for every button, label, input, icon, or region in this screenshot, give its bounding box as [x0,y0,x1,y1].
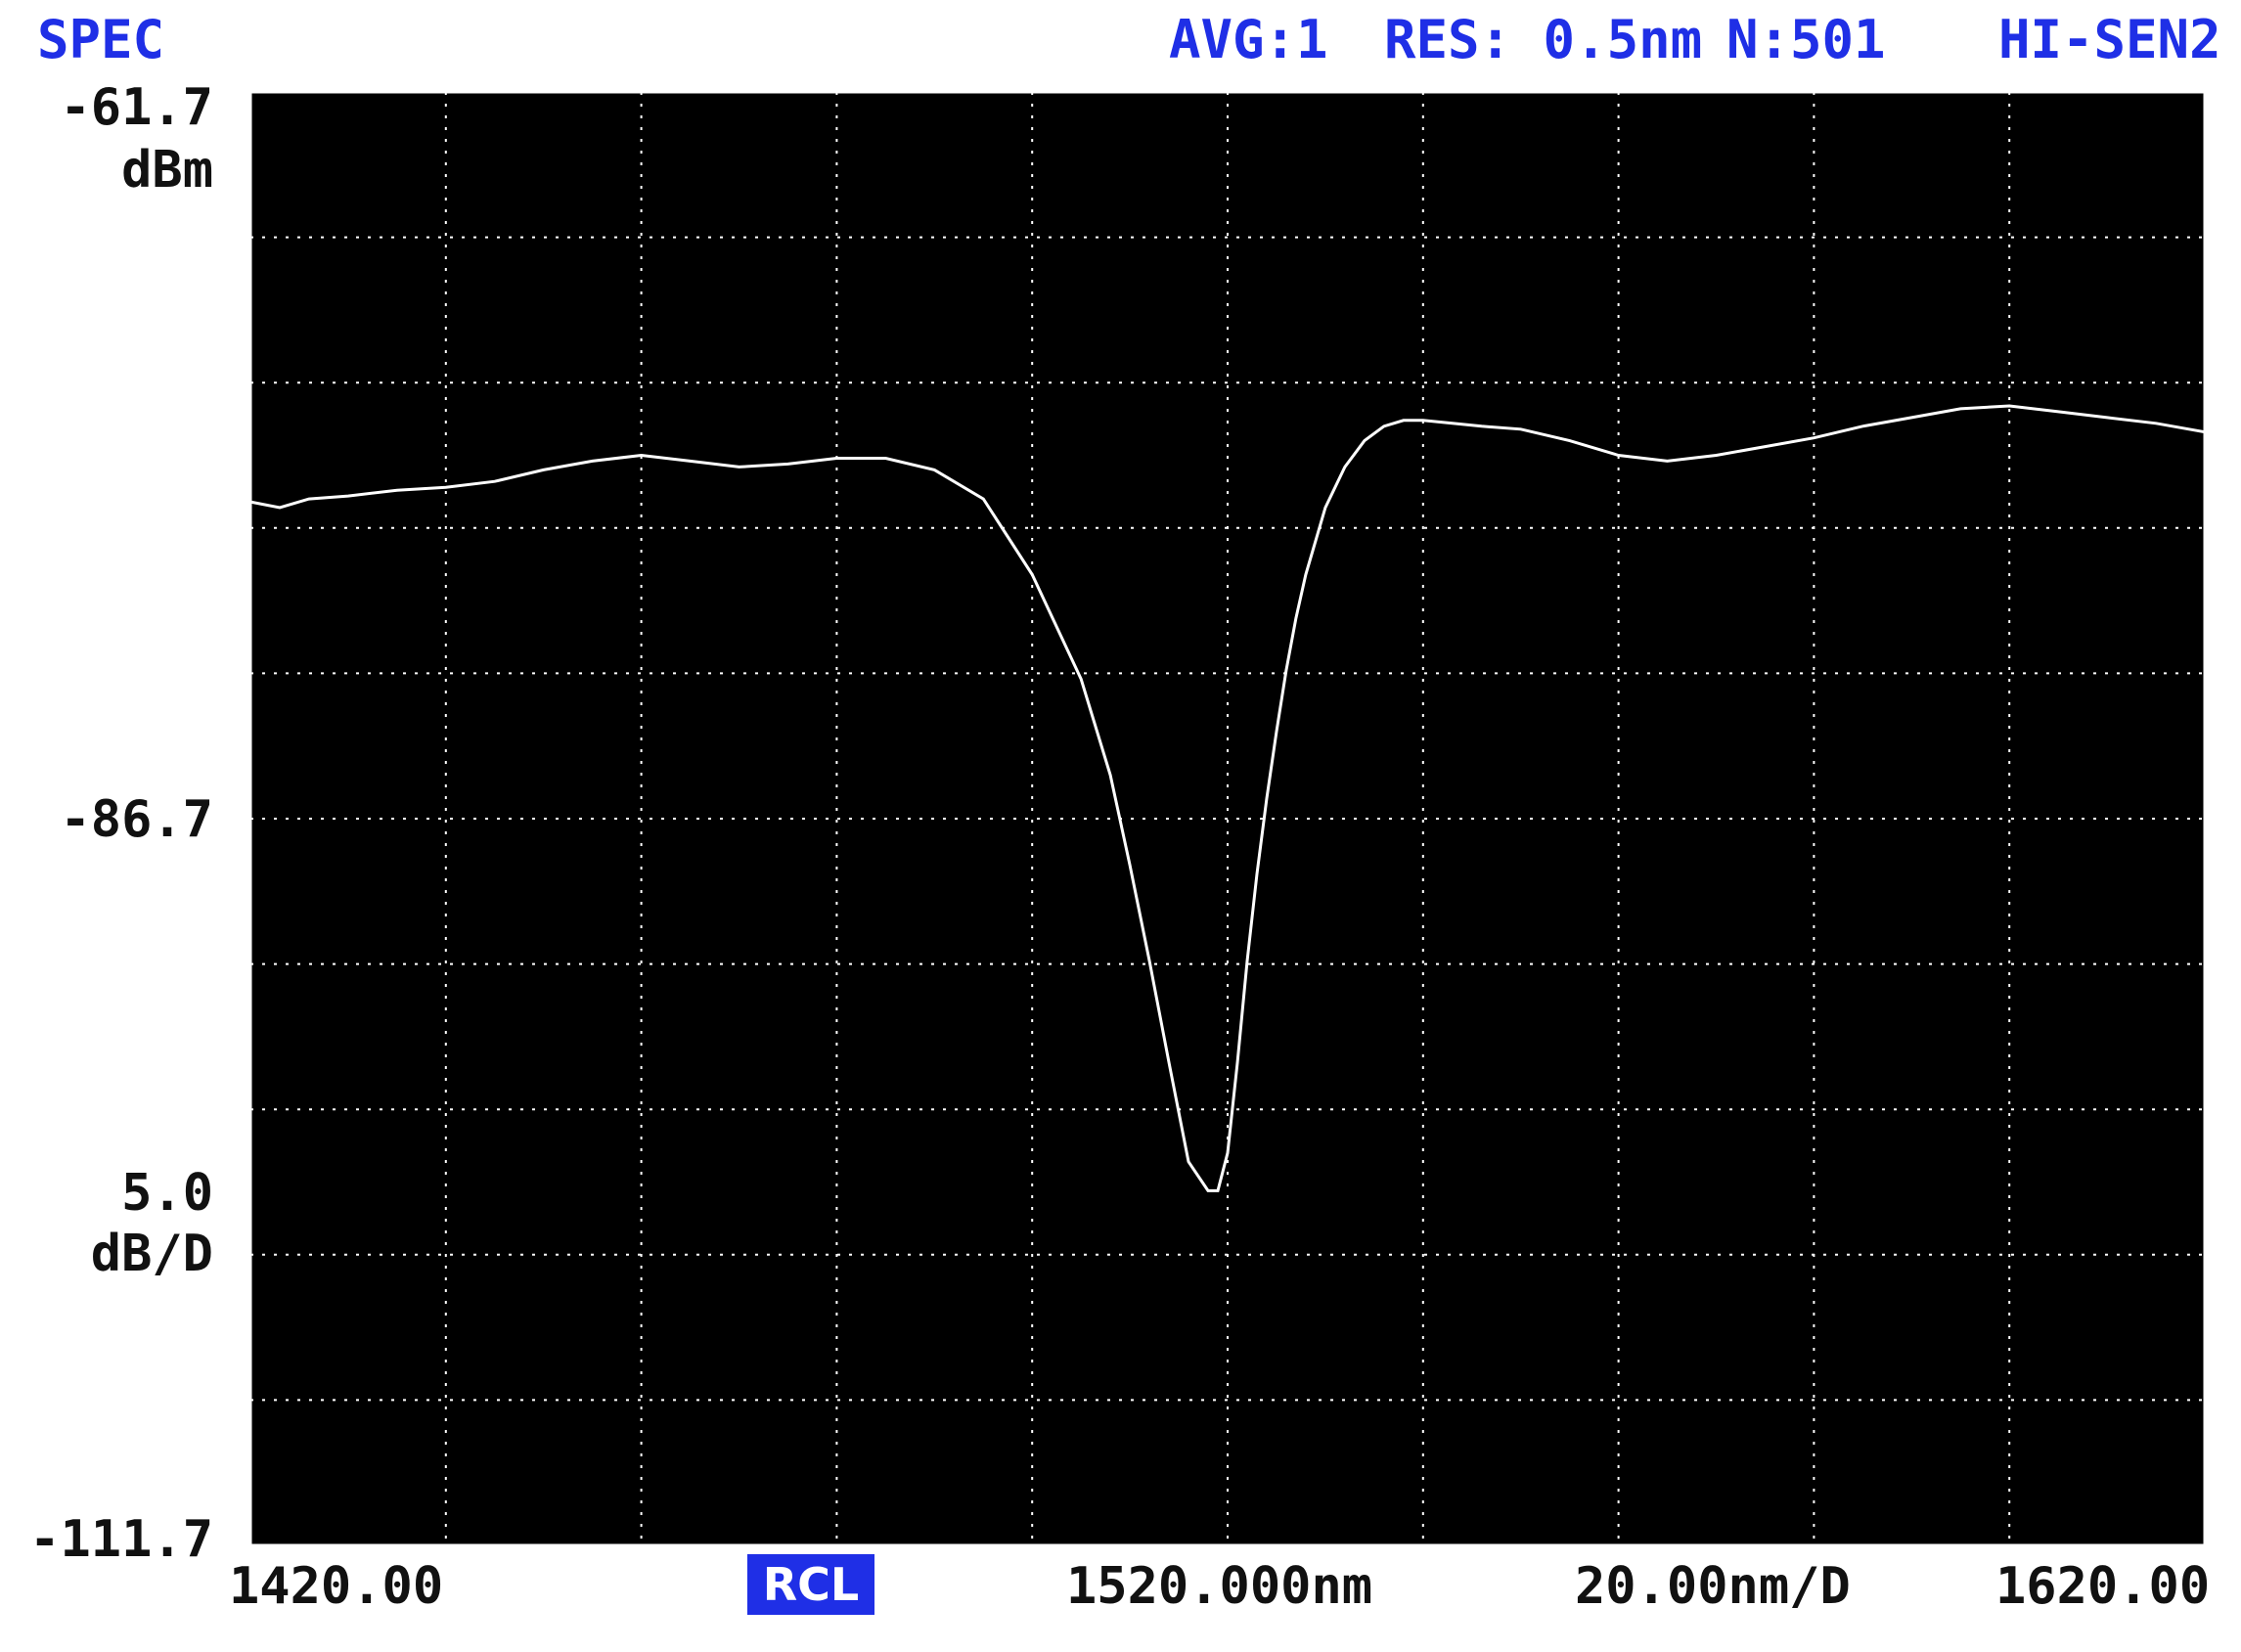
scale-label: 5.0 [121,1164,213,1223]
sensitivity-label: HI-SEN2 [1998,9,2221,70]
mode-label: SPEC [37,9,165,70]
center-wavelength-label: 1520.000nm [1066,1557,1373,1616]
start-wavelength-label: 1420.00 [229,1557,444,1616]
scale-unit-label: dB/D [90,1225,213,1283]
stop-wavelength-label: 1620.00 [1995,1557,2211,1616]
reference-unit-label: dBm [121,141,213,200]
bottom-level-label: -111.7 [29,1510,213,1569]
averaging-label: AVG:1 [1169,9,1328,70]
center-level-label: -86.7 [60,790,213,849]
span-per-division-label: 20.00nm/D [1575,1557,1851,1616]
spectrum-trace [249,404,2206,1192]
reference-level-label: -61.7 [60,78,213,137]
sample-count-label: N:501 [1726,9,1886,70]
grid-lines [248,90,2207,1547]
resolution-label: RES: 0.5nm [1384,9,1703,70]
recall-badge[interactable]: RCL [747,1554,874,1615]
